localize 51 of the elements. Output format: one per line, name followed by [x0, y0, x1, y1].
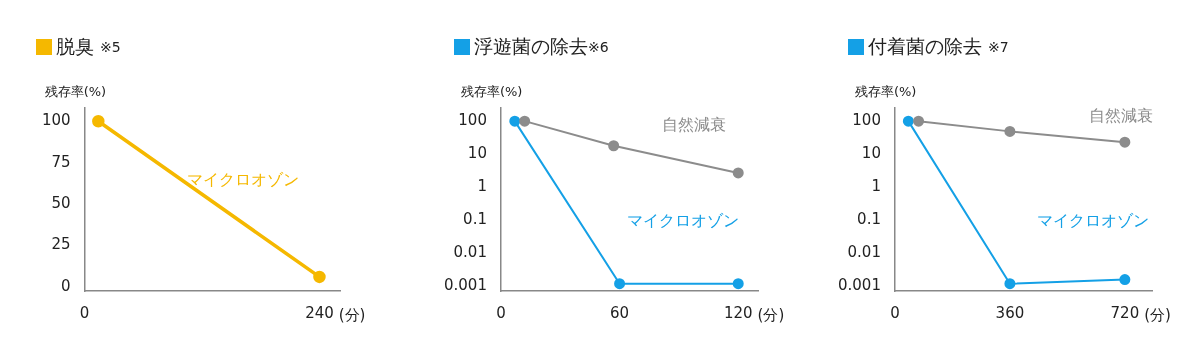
y-tick-label: 100: [458, 111, 487, 130]
point: [732, 278, 744, 290]
point: [1119, 274, 1131, 286]
chart-title: 浮遊菌の除去※6: [474, 34, 609, 59]
y-tick-label: 100: [41, 111, 71, 130]
x-tick-label: 0: [890, 303, 900, 322]
point: [608, 140, 620, 152]
y-tick-label: 10: [467, 144, 487, 163]
series-label: 自然減衰: [661, 115, 726, 135]
y-tick-label: 0.001: [837, 276, 881, 295]
point: [732, 167, 744, 179]
y-axis-title: 残存率(%): [44, 84, 107, 99]
x-axis-title: (分): [757, 305, 785, 324]
x-axis-title: (分): [338, 305, 366, 324]
y-tick-label: 25: [51, 235, 71, 254]
point: [509, 115, 521, 127]
chart-title: 脱臭 ※5: [56, 34, 121, 59]
y-tick-label: 0.1: [857, 210, 881, 229]
x-tick-label: 720: [1110, 303, 1140, 322]
x-tick-label: 360: [995, 303, 1025, 322]
x-tick-label: 0: [79, 303, 90, 322]
series-label: マイクロオゾン: [186, 170, 299, 190]
series-label: 自然減衰: [1089, 106, 1154, 126]
y-tick-label: 0.01: [453, 243, 487, 262]
y-tick-label: 50: [51, 193, 71, 212]
y-tick-label: 0.001: [443, 276, 487, 295]
point: [1119, 136, 1131, 148]
y-tick-label: 1: [477, 177, 487, 196]
y-tick-label: 1: [871, 177, 881, 196]
point: [913, 115, 925, 127]
x-tick-label: 120: [723, 303, 753, 322]
x-tick-label: 240: [305, 303, 334, 322]
y-tick-label: 75: [51, 152, 71, 171]
y-axis-title: 残存率(%): [854, 84, 917, 99]
point: [614, 278, 626, 290]
y-axis-title: 残存率(%): [460, 84, 523, 99]
point: [1004, 278, 1016, 290]
point: [1004, 125, 1016, 137]
y-tick-label: 10: [861, 144, 881, 163]
y-tick-label: 0: [61, 276, 71, 295]
y-tick-label: 0.1: [463, 210, 487, 229]
point: [902, 115, 914, 127]
text: マイクロオゾン: [627, 210, 740, 230]
x-tick-label: 60: [610, 303, 630, 322]
chart-title: 付着菌の除去 ※7: [868, 34, 1009, 59]
y-tick-label: 0.01: [847, 243, 881, 262]
x-tick-label: 0: [496, 303, 506, 322]
text: マイクロオゾン: [1036, 210, 1149, 230]
x-axis-title: (分): [1144, 305, 1171, 324]
y-tick-label: 100: [852, 111, 881, 130]
point: [519, 115, 531, 127]
